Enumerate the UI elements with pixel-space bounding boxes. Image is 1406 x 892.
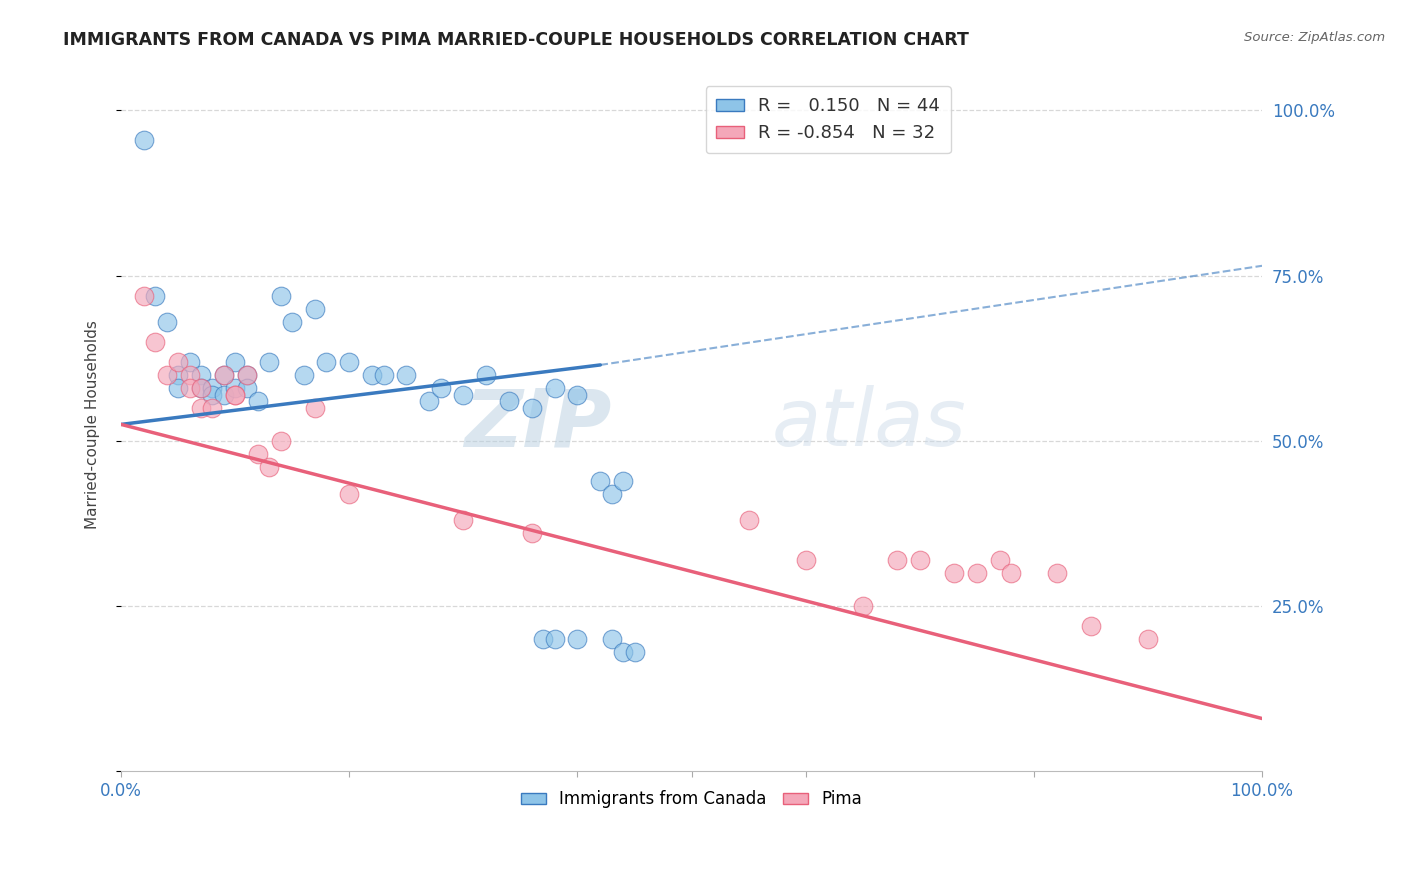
Point	[988, 553, 1011, 567]
Point	[623, 645, 645, 659]
Point	[395, 368, 418, 382]
Point	[224, 354, 246, 368]
Point	[190, 381, 212, 395]
Point	[281, 315, 304, 329]
Point	[531, 632, 554, 647]
Point	[304, 401, 326, 415]
Point	[315, 354, 337, 368]
Point	[589, 474, 612, 488]
Point	[167, 354, 190, 368]
Point	[212, 387, 235, 401]
Point	[373, 368, 395, 382]
Y-axis label: Married-couple Households: Married-couple Households	[86, 320, 100, 529]
Point	[270, 288, 292, 302]
Point	[179, 381, 201, 395]
Point	[418, 394, 440, 409]
Point	[247, 394, 270, 409]
Point	[600, 487, 623, 501]
Point	[224, 387, 246, 401]
Point	[1000, 566, 1022, 581]
Point	[544, 381, 567, 395]
Point	[498, 394, 520, 409]
Point	[143, 334, 166, 349]
Point	[235, 368, 257, 382]
Text: atlas: atlas	[772, 385, 966, 464]
Point	[908, 553, 931, 567]
Point	[212, 368, 235, 382]
Point	[270, 434, 292, 448]
Point	[1136, 632, 1159, 647]
Point	[612, 645, 634, 659]
Text: IMMIGRANTS FROM CANADA VS PIMA MARRIED-COUPLE HOUSEHOLDS CORRELATION CHART: IMMIGRANTS FROM CANADA VS PIMA MARRIED-C…	[63, 31, 969, 49]
Point	[224, 381, 246, 395]
Point	[544, 632, 567, 647]
Point	[224, 387, 246, 401]
Point	[190, 401, 212, 415]
Text: Source: ZipAtlas.com: Source: ZipAtlas.com	[1244, 31, 1385, 45]
Point	[475, 368, 498, 382]
Point	[156, 315, 179, 329]
Point	[520, 401, 543, 415]
Point	[143, 288, 166, 302]
Point	[600, 632, 623, 647]
Point	[612, 474, 634, 488]
Point	[453, 387, 475, 401]
Point	[201, 381, 224, 395]
Point	[235, 381, 257, 395]
Point	[794, 553, 817, 567]
Point	[259, 354, 281, 368]
Point	[190, 381, 212, 395]
Point	[520, 526, 543, 541]
Point	[201, 401, 224, 415]
Point	[156, 368, 179, 382]
Point	[167, 381, 190, 395]
Point	[337, 487, 360, 501]
Point	[235, 368, 257, 382]
Point	[190, 368, 212, 382]
Point	[567, 632, 589, 647]
Point	[361, 368, 384, 382]
Point	[1080, 619, 1102, 633]
Point	[304, 301, 326, 316]
Point	[167, 368, 190, 382]
Legend: Immigrants from Canada, Pima: Immigrants from Canada, Pima	[515, 784, 869, 815]
Point	[567, 387, 589, 401]
Point	[337, 354, 360, 368]
Text: ZIP: ZIP	[464, 385, 612, 464]
Point	[886, 553, 908, 567]
Point	[1046, 566, 1069, 581]
Point	[292, 368, 315, 382]
Point	[453, 513, 475, 527]
Point	[179, 368, 201, 382]
Point	[737, 513, 759, 527]
Point	[259, 460, 281, 475]
Point	[132, 133, 155, 147]
Point	[966, 566, 988, 581]
Point	[179, 354, 201, 368]
Point	[201, 387, 224, 401]
Point	[943, 566, 966, 581]
Point	[132, 288, 155, 302]
Point	[852, 599, 875, 614]
Point	[212, 368, 235, 382]
Point	[429, 381, 451, 395]
Point	[247, 447, 270, 461]
